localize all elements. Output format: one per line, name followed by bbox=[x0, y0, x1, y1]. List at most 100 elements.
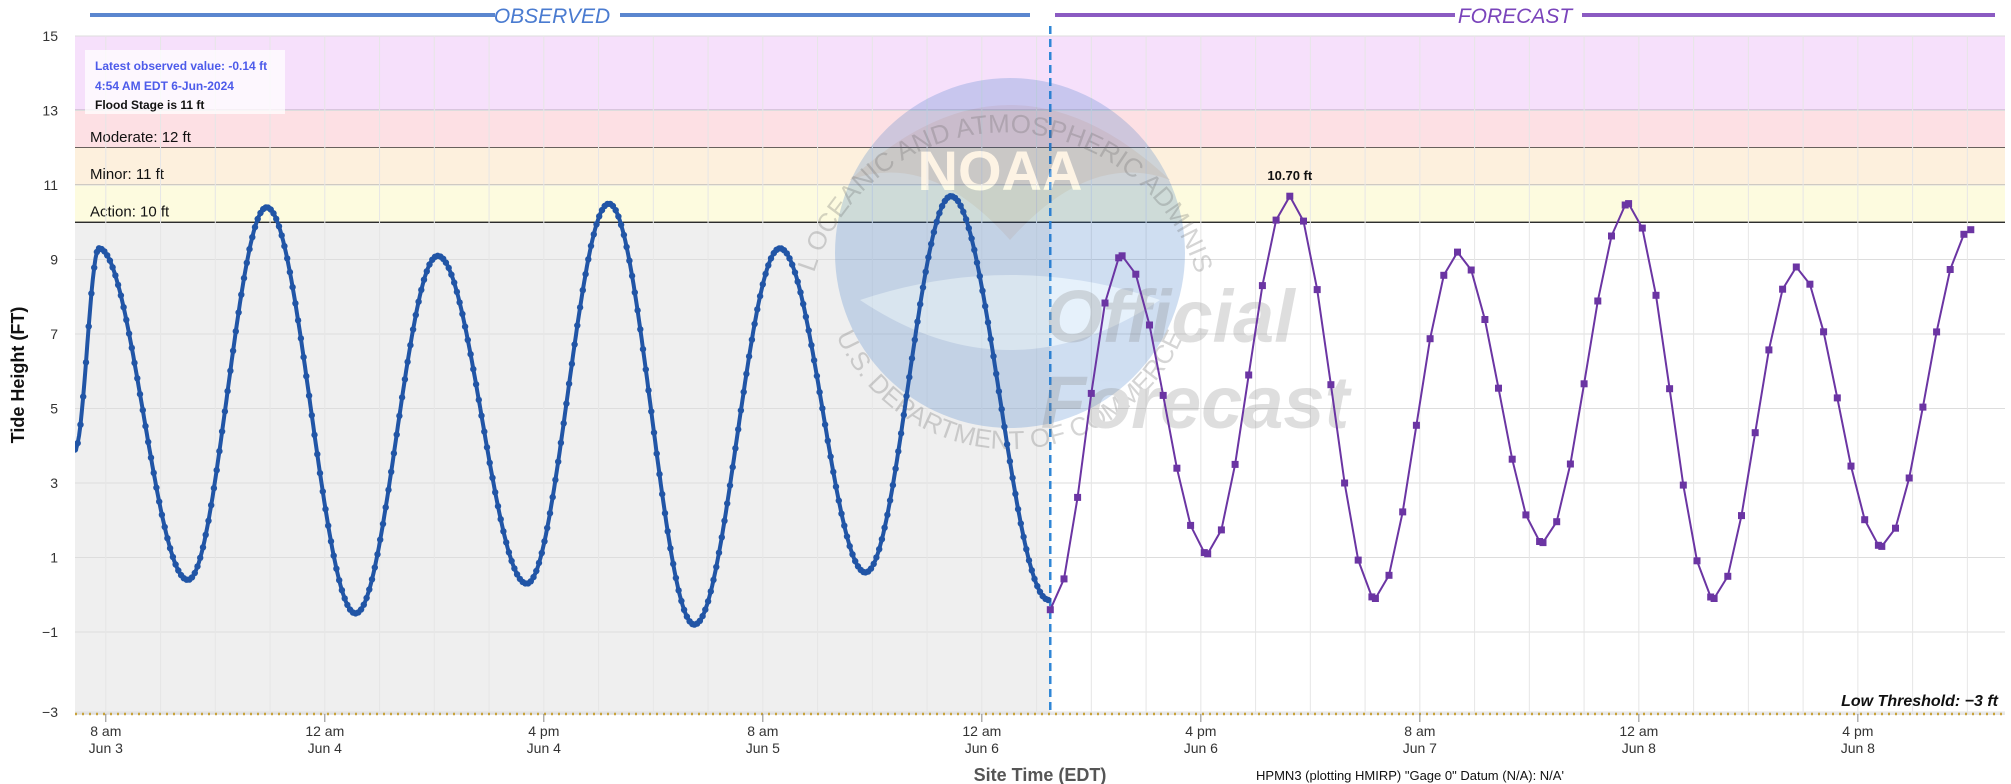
forecast-point bbox=[1046, 606, 1054, 614]
observed-point bbox=[667, 545, 674, 552]
observed-point bbox=[420, 276, 428, 283]
observed-point bbox=[971, 246, 978, 254]
x-tick-label-date: Jun 6 bbox=[965, 740, 999, 756]
observed-point bbox=[759, 281, 766, 288]
forecast-point bbox=[1638, 224, 1646, 232]
observed-point bbox=[623, 243, 630, 251]
forecast-point bbox=[1354, 556, 1362, 564]
observed-point bbox=[574, 322, 581, 329]
x-tick-label-time: 12 am bbox=[305, 723, 344, 739]
observed-point bbox=[544, 524, 551, 532]
observed-point bbox=[492, 489, 499, 496]
observed-point bbox=[139, 406, 146, 414]
observed-point bbox=[478, 412, 485, 419]
flood-category-bands: Moderate: 12 ft Minor: 11 ft Action: 10 ft bbox=[75, 36, 2005, 714]
x-tick-label-date: Jun 8 bbox=[1841, 740, 1875, 756]
observed-point bbox=[459, 310, 466, 318]
forecast-point bbox=[1087, 389, 1095, 397]
observed-point bbox=[145, 438, 152, 446]
observed-point bbox=[191, 569, 198, 577]
observed-point bbox=[954, 197, 962, 205]
observed-point bbox=[240, 274, 248, 282]
x-tick-label-date: Jun 6 bbox=[1184, 740, 1218, 756]
observed-point bbox=[664, 528, 671, 535]
observed-point bbox=[503, 539, 510, 546]
observed-point bbox=[656, 470, 663, 478]
observed-point bbox=[810, 357, 818, 364]
observed-point bbox=[984, 319, 992, 326]
forecast-point bbox=[1806, 280, 1814, 288]
forecast-peak-label: 10.70 ft bbox=[1267, 168, 1312, 183]
observed-point bbox=[169, 553, 177, 561]
grid-lines bbox=[75, 26, 2005, 716]
observed-point bbox=[300, 353, 307, 361]
forecast-point bbox=[1820, 328, 1828, 336]
forecast-point bbox=[1187, 521, 1195, 529]
forecast-point bbox=[1765, 346, 1773, 354]
observed-point bbox=[202, 531, 209, 538]
x-axis-title: Site Time (EDT) bbox=[974, 765, 1107, 784]
observed-point bbox=[672, 574, 680, 582]
observed-point bbox=[783, 250, 790, 257]
observed-point bbox=[385, 486, 392, 494]
observed-point bbox=[670, 560, 677, 568]
observed-point bbox=[205, 517, 212, 524]
forecast-point bbox=[1652, 291, 1660, 299]
observed-point bbox=[388, 468, 395, 475]
observed-point bbox=[472, 381, 480, 388]
observed-point bbox=[275, 223, 283, 230]
observed-point bbox=[82, 359, 90, 366]
observed-point bbox=[675, 587, 682, 594]
observed-point bbox=[1031, 575, 1038, 583]
observed-point bbox=[849, 551, 856, 558]
noaa-logo-wave bbox=[860, 275, 1160, 350]
y-tick-label: 15 bbox=[42, 28, 58, 44]
observed-point bbox=[85, 323, 92, 330]
observed-point bbox=[464, 336, 471, 344]
observed-point bbox=[754, 306, 761, 313]
forecast-point bbox=[1245, 371, 1253, 379]
observed-point bbox=[409, 326, 417, 333]
observed-point bbox=[292, 300, 299, 307]
observed-point bbox=[114, 281, 122, 289]
observed-point bbox=[1023, 546, 1030, 553]
observed-point bbox=[426, 261, 433, 268]
forecast-point bbox=[1878, 542, 1886, 550]
observed-point bbox=[995, 388, 1003, 395]
observed-point bbox=[596, 213, 603, 220]
observed-point bbox=[538, 549, 545, 557]
observed-point bbox=[91, 264, 98, 271]
noaa-watermark: NOAA bbox=[835, 78, 1185, 428]
x-tick-label-time: 8 am bbox=[1404, 723, 1435, 739]
observed-point bbox=[456, 299, 463, 306]
observed-point bbox=[371, 564, 378, 571]
observed-point bbox=[957, 202, 964, 209]
observed-point bbox=[336, 577, 343, 584]
observed-point bbox=[418, 286, 425, 294]
observed-point bbox=[75, 446, 79, 453]
observed-point bbox=[541, 538, 548, 545]
observed-point bbox=[645, 387, 652, 394]
forecast-point bbox=[1553, 518, 1561, 526]
observed-point bbox=[1020, 533, 1027, 541]
observed-point bbox=[249, 234, 256, 241]
observed-point bbox=[366, 586, 373, 593]
observed-point bbox=[748, 336, 756, 343]
observed-point bbox=[374, 551, 381, 558]
observed-point bbox=[123, 316, 130, 324]
noaa-logo-circle bbox=[835, 78, 1185, 428]
observed-point bbox=[235, 309, 242, 316]
observed-point bbox=[642, 366, 649, 373]
observed-point bbox=[423, 268, 430, 275]
flood-band-label-3: Minor: 11 ft bbox=[90, 166, 165, 183]
x-tick-label-time: 4 pm bbox=[1842, 723, 1873, 739]
forecast-point bbox=[1467, 266, 1475, 274]
observed-point bbox=[382, 504, 389, 511]
x-tick-label-time: 12 am bbox=[962, 723, 1001, 739]
observed-point bbox=[587, 242, 595, 250]
forecast-point bbox=[1847, 462, 1855, 470]
observed-point bbox=[696, 617, 704, 624]
forecast-header-label: FORECAST bbox=[1458, 5, 1575, 28]
observed-point bbox=[75, 439, 81, 447]
observed-point bbox=[555, 458, 562, 465]
